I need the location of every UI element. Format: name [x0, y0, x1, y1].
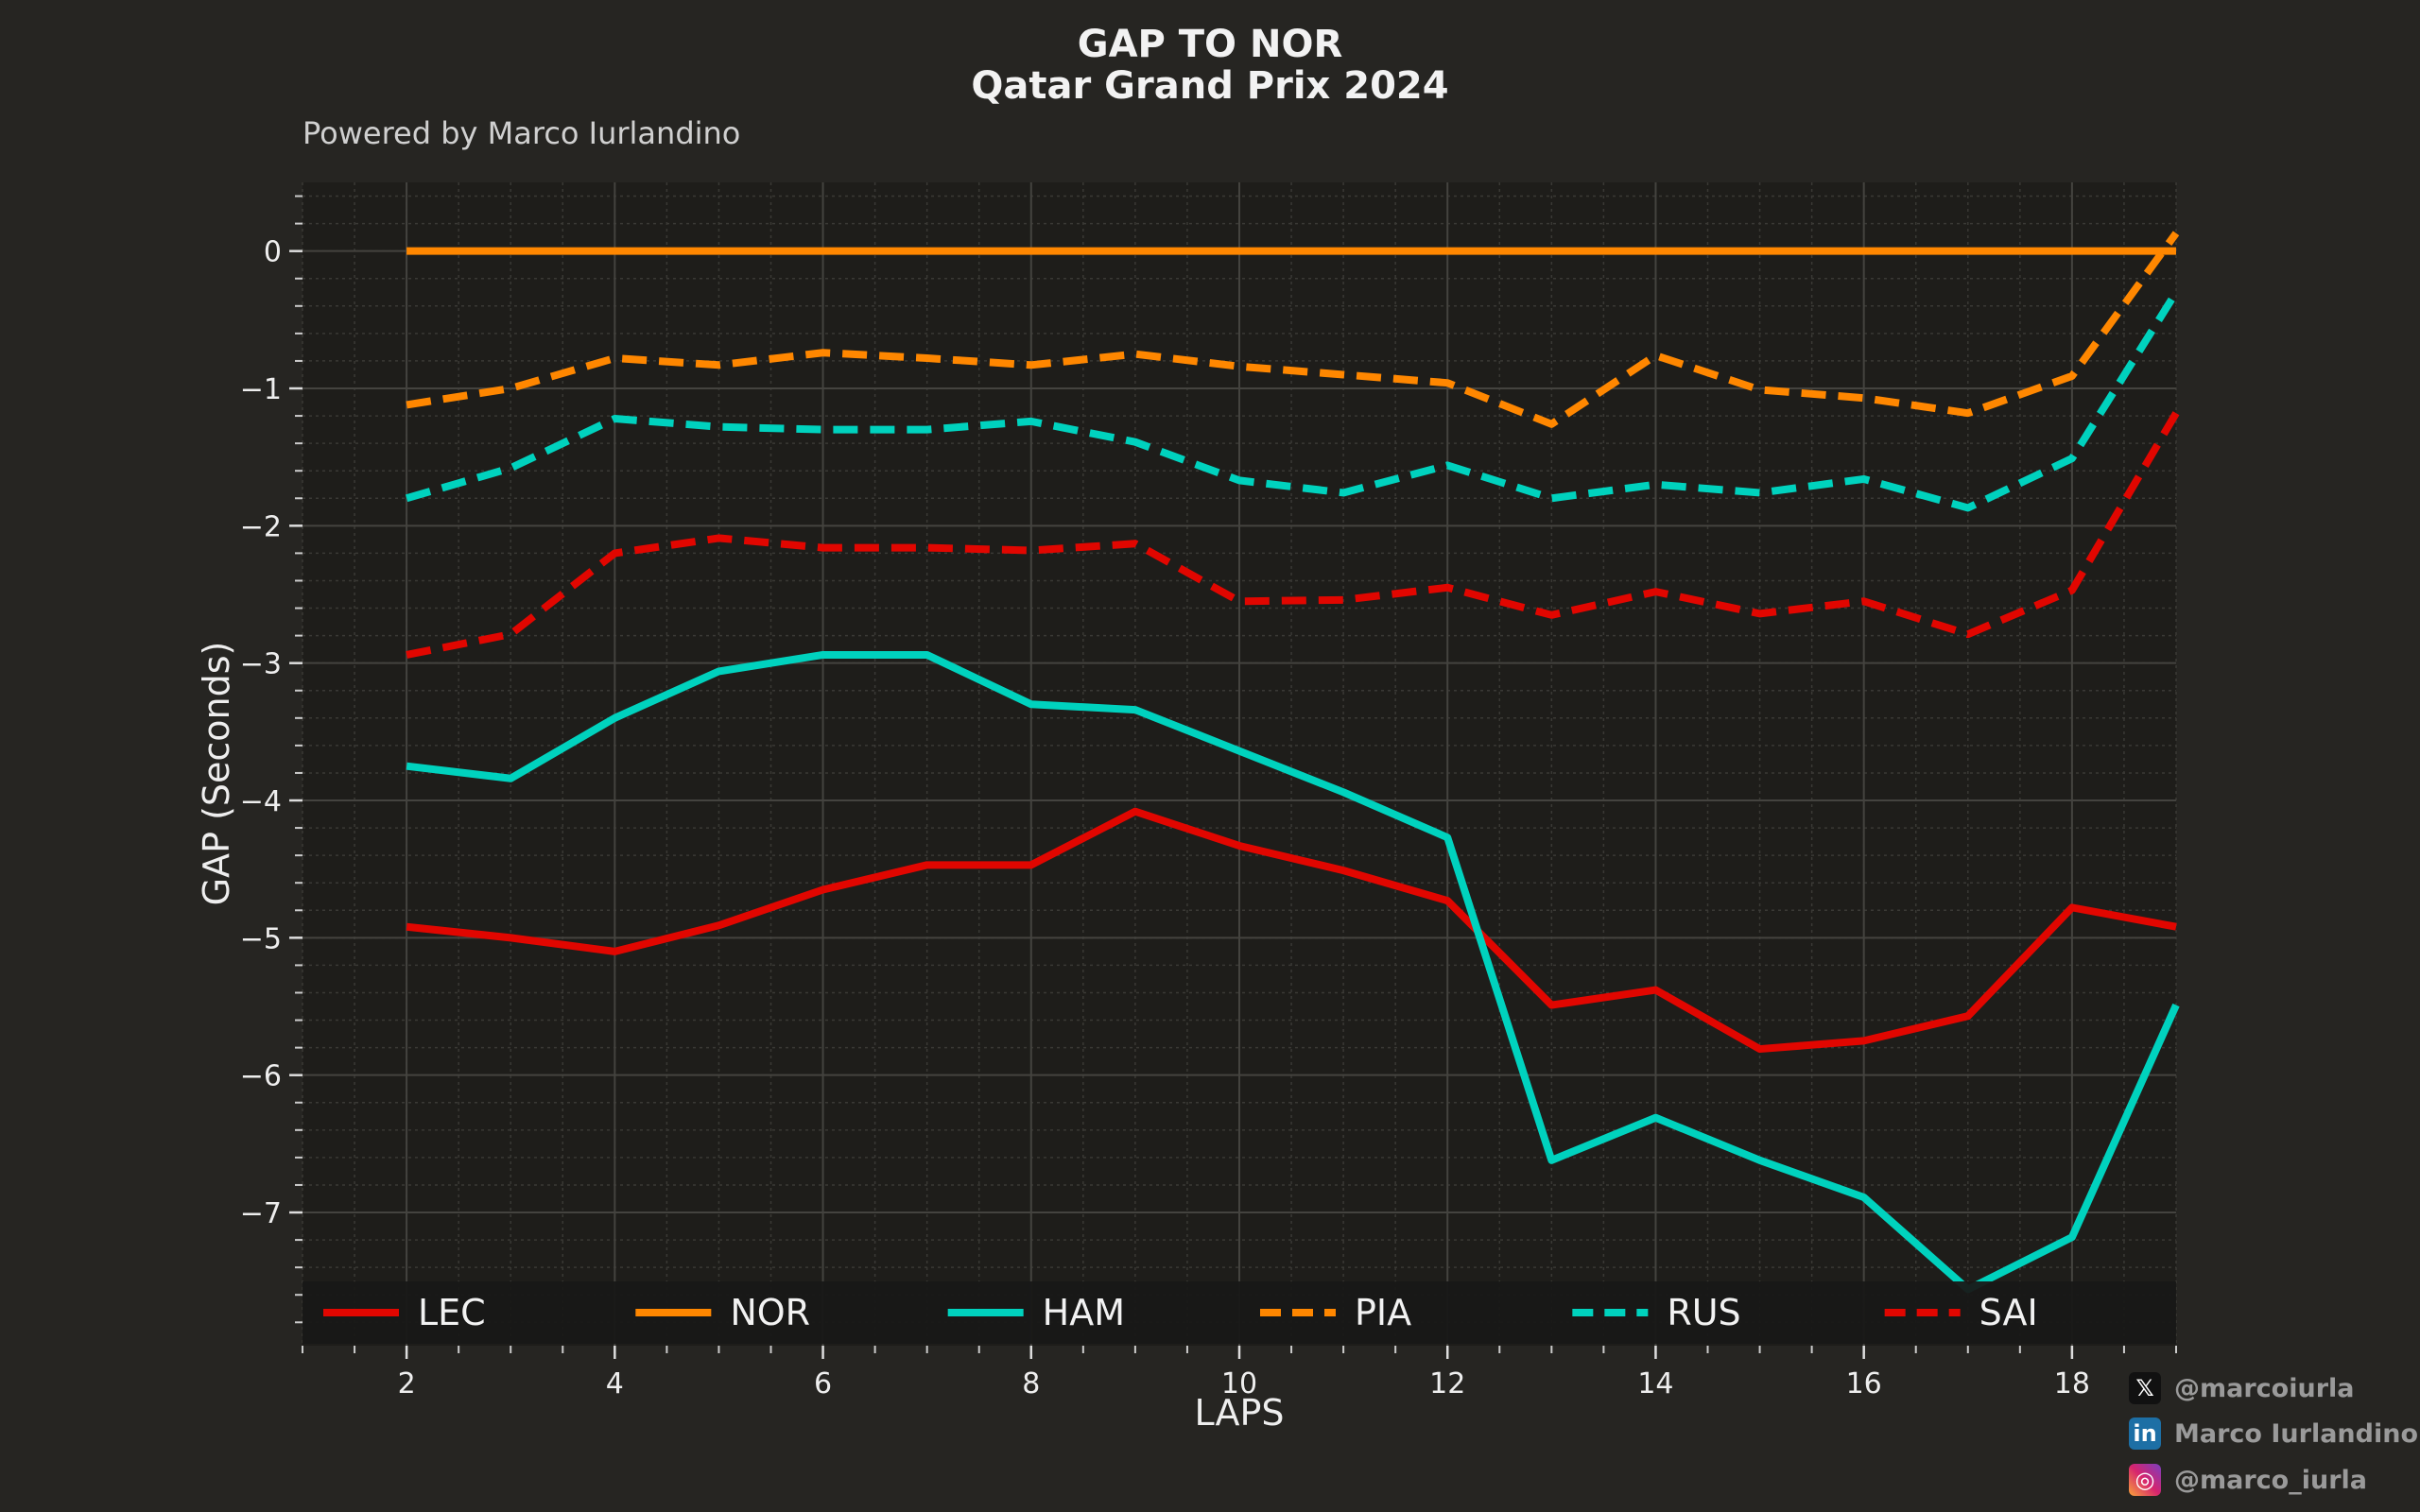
x-tick-label: 2: [398, 1367, 416, 1400]
chart-title: GAP TO NOR: [1077, 23, 1343, 66]
x-tick-label: 6: [814, 1367, 832, 1400]
x-tick-label: 4: [606, 1367, 624, 1400]
legend-label-pia: PIA: [1355, 1292, 1411, 1333]
series-line-ham: [406, 650, 2180, 1294]
social-x: 𝕏 @marcoiurla: [2129, 1372, 2355, 1404]
x-tick-label: 12: [1429, 1367, 1465, 1400]
y-tick-label: −5: [240, 922, 282, 955]
y-tick-label: −2: [240, 510, 282, 543]
instagram-icon: ◎: [2129, 1464, 2161, 1496]
y-tick-label: 0: [264, 236, 282, 269]
x-tick-label: 14: [1637, 1367, 1673, 1400]
series-line-lec: [406, 807, 2177, 1054]
x-tick-label: 10: [1221, 1367, 1257, 1400]
series-line-sai: [406, 411, 2180, 659]
social-linkedin: in Marco Iurlandino: [2129, 1418, 2418, 1450]
series-line-rus: [405, 290, 2180, 512]
x-tick-label: 16: [1846, 1367, 1882, 1400]
chart-subtitle: Qatar Grand Prix 2024: [971, 64, 1449, 108]
credit-text: Powered by Marco Iurlandino: [302, 115, 741, 151]
y-axis-label: GAP (Seconds): [196, 642, 237, 906]
x-axis-label: LAPS: [1194, 1392, 1284, 1434]
linkedin-icon: in: [2129, 1418, 2161, 1450]
x-handle: @marcoiurla: [2174, 1373, 2355, 1403]
y-tick-label: −1: [240, 373, 282, 406]
legend-label-ham: HAM: [1043, 1292, 1125, 1333]
instagram-handle: @marco_iurla: [2174, 1465, 2367, 1495]
x-logo-icon: 𝕏: [2129, 1372, 2161, 1404]
social-instagram: ◎ @marco_iurla: [2129, 1464, 2367, 1496]
y-tick-label: −3: [240, 648, 282, 681]
legend-label-lec: LEC: [418, 1292, 486, 1333]
legend-label-nor: NOR: [730, 1292, 810, 1333]
legend-label-sai: SAI: [1979, 1292, 2038, 1333]
x-tick-label: 18: [2054, 1367, 2090, 1400]
y-tick-label: −7: [240, 1197, 282, 1230]
y-tick-label: −4: [240, 785, 282, 818]
linkedin-name: Marco Iurlandino: [2174, 1418, 2418, 1449]
x-tick-label: 8: [1022, 1367, 1040, 1400]
legend-label-rus: RUS: [1667, 1292, 1740, 1333]
series-line-pia: [406, 231, 2180, 428]
y-tick-label: −6: [240, 1060, 282, 1093]
legend: [302, 1281, 2176, 1344]
